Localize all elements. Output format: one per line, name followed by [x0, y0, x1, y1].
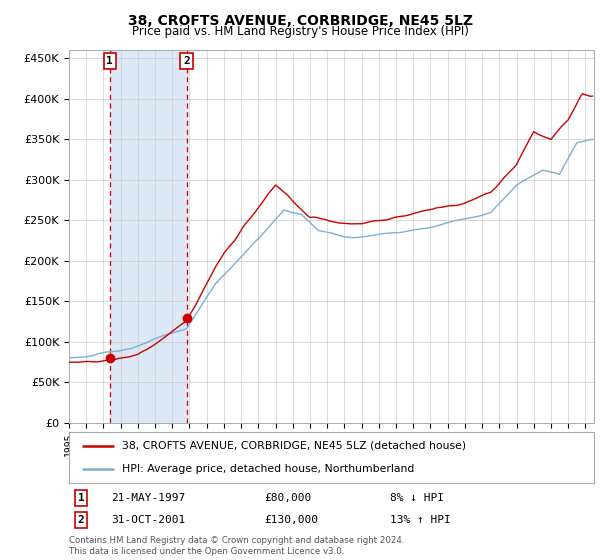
Text: £80,000: £80,000 [264, 493, 311, 503]
Text: Price paid vs. HM Land Registry's House Price Index (HPI): Price paid vs. HM Land Registry's House … [131, 25, 469, 38]
Text: 2: 2 [183, 56, 190, 66]
Text: 21-MAY-1997: 21-MAY-1997 [111, 493, 185, 503]
Text: 1: 1 [106, 56, 113, 66]
Text: 38, CROFTS AVENUE, CORBRIDGE, NE45 5LZ (detached house): 38, CROFTS AVENUE, CORBRIDGE, NE45 5LZ (… [121, 441, 466, 451]
Text: 1: 1 [77, 493, 85, 503]
Bar [110, 50, 187, 423]
Text: 8% ↓ HPI: 8% ↓ HPI [390, 493, 444, 503]
Text: 2: 2 [77, 515, 85, 525]
Text: 31-OCT-2001: 31-OCT-2001 [111, 515, 185, 525]
Text: £130,000: £130,000 [264, 515, 318, 525]
Text: 38, CROFTS AVENUE, CORBRIDGE, NE45 5LZ: 38, CROFTS AVENUE, CORBRIDGE, NE45 5LZ [128, 14, 473, 28]
Text: HPI: Average price, detached house, Northumberland: HPI: Average price, detached house, Nort… [121, 464, 414, 474]
Text: Contains HM Land Registry data © Crown copyright and database right 2024.
This d: Contains HM Land Registry data © Crown c… [69, 536, 404, 556]
Text: 13% ↑ HPI: 13% ↑ HPI [390, 515, 451, 525]
